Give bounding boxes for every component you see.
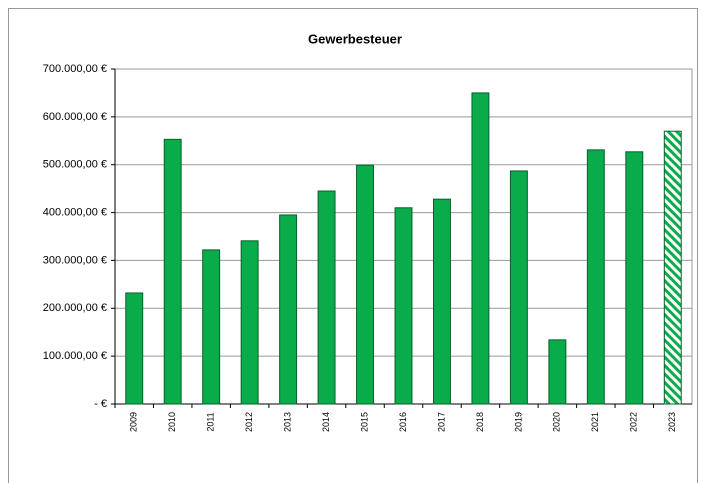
bar: [279, 214, 298, 405]
bar: [394, 207, 413, 405]
x-tick-label: 2015: [359, 412, 369, 432]
y-tick-label: 600.000,00 €: [43, 111, 107, 123]
x-tick-label: 2012: [244, 412, 254, 432]
bar: [202, 249, 221, 405]
y-tick-label: 100.000,00 €: [43, 350, 107, 362]
chart-title: Gewerbesteuer: [308, 31, 402, 46]
x-tick-label: 2016: [398, 412, 408, 432]
x-tick-label: 2020: [552, 412, 562, 432]
x-tick-label: 2019: [513, 412, 523, 432]
x-tick-label: 2022: [629, 412, 639, 432]
x-tick-label: 2017: [436, 412, 446, 432]
x-tick-label: 2021: [590, 412, 600, 432]
bar: [240, 240, 259, 405]
y-tick-label: 300.000,00 €: [43, 254, 107, 266]
x-tick-label: 2023: [667, 412, 677, 432]
bar: [356, 164, 374, 405]
bar: [548, 339, 567, 405]
bar: [163, 138, 182, 405]
bar: [471, 92, 490, 405]
x-tick-label: 2011: [206, 412, 216, 431]
x-tick-label: 2018: [475, 412, 485, 432]
bar: [125, 292, 144, 405]
bar: [433, 198, 451, 405]
bar: [663, 130, 682, 405]
bar: [625, 151, 644, 405]
bar: [317, 190, 336, 405]
y-tick-label: - €: [94, 398, 107, 410]
x-tick-label: 2010: [167, 412, 177, 432]
bar: [509, 170, 528, 405]
y-tick-label: 500.000,00 €: [43, 159, 107, 171]
x-tick-label: 2013: [282, 412, 292, 432]
x-tick-label: 2009: [129, 412, 139, 432]
y-tick-label: 700.000,00 €: [43, 63, 107, 75]
bar: [586, 149, 605, 405]
x-tick-label: 2014: [321, 412, 331, 432]
y-tick-label: 200.000,00 €: [43, 302, 107, 314]
y-tick-label: 400.000,00 €: [43, 206, 107, 218]
